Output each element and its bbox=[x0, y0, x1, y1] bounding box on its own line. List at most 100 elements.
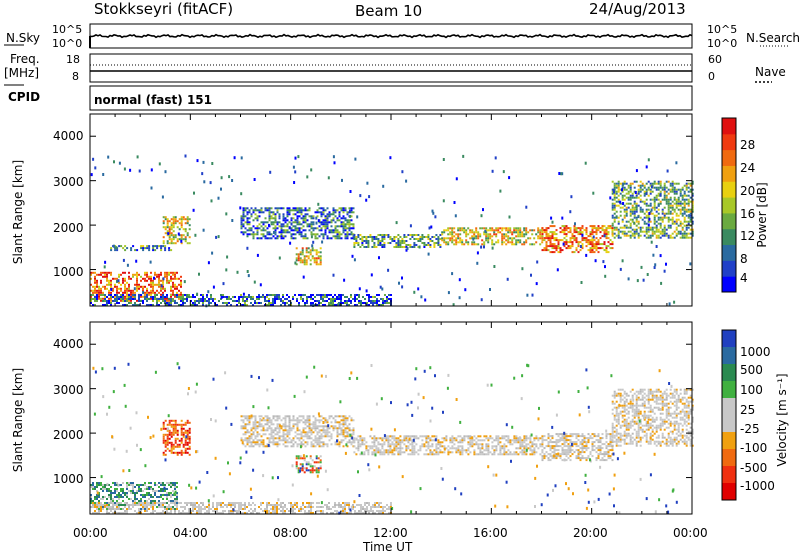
data-cell bbox=[308, 427, 311, 430]
data-cell bbox=[328, 415, 331, 418]
data-cell bbox=[296, 417, 299, 420]
data-cell bbox=[420, 295, 423, 299]
data-cell bbox=[226, 302, 228, 304]
data-cell bbox=[523, 227, 526, 230]
data-cell bbox=[379, 240, 382, 242]
data-cell bbox=[174, 419, 177, 422]
data-cell bbox=[308, 435, 311, 438]
data-cell bbox=[136, 283, 138, 286]
data-cell bbox=[166, 222, 169, 225]
data-cell bbox=[387, 449, 390, 452]
data-cell bbox=[170, 287, 172, 290]
data-cell bbox=[607, 231, 610, 234]
data-cell bbox=[320, 441, 323, 444]
data-cell bbox=[297, 259, 300, 262]
data-cell bbox=[523, 453, 526, 456]
data-cell bbox=[292, 425, 295, 428]
data-cell bbox=[176, 496, 178, 498]
data-cell bbox=[176, 296, 178, 298]
data-cell bbox=[475, 437, 478, 440]
data-cell bbox=[264, 207, 267, 210]
data-cell bbox=[391, 441, 394, 444]
data-cell bbox=[290, 445, 293, 448]
data-cell bbox=[591, 241, 594, 244]
data-cell bbox=[172, 236, 175, 239]
data-cell bbox=[114, 488, 116, 490]
data-cell bbox=[225, 268, 228, 272]
data-cell bbox=[166, 494, 168, 496]
data-cell bbox=[346, 213, 349, 216]
data-cell bbox=[673, 210, 676, 213]
data-cell bbox=[150, 279, 152, 282]
data-cell bbox=[629, 224, 632, 227]
data-cell bbox=[162, 283, 164, 286]
data-cell bbox=[469, 451, 472, 454]
data-cell bbox=[597, 243, 600, 246]
data-cell bbox=[254, 300, 256, 302]
data-cell bbox=[326, 433, 329, 436]
data-cell bbox=[150, 488, 152, 490]
data-cell bbox=[250, 445, 253, 448]
data-cell bbox=[369, 447, 372, 450]
data-cell bbox=[256, 229, 259, 232]
data-cell bbox=[228, 298, 230, 300]
data-cell bbox=[346, 223, 349, 226]
data-cell bbox=[661, 230, 664, 233]
data-cell bbox=[344, 237, 347, 240]
data-cell bbox=[124, 271, 126, 274]
data-cell bbox=[286, 441, 289, 444]
data-cell bbox=[302, 225, 305, 228]
data-cell bbox=[338, 423, 341, 426]
data-cell bbox=[304, 431, 307, 434]
data-cell bbox=[413, 246, 416, 248]
data-cell bbox=[675, 204, 678, 207]
data-cell bbox=[324, 294, 326, 296]
data-cell bbox=[180, 220, 183, 223]
data-cell bbox=[597, 239, 600, 242]
data-cell bbox=[502, 170, 505, 174]
data-cell bbox=[182, 300, 184, 302]
data-cell bbox=[324, 209, 327, 212]
data-cell bbox=[421, 439, 424, 442]
data-cell bbox=[278, 415, 281, 418]
data-cell bbox=[304, 221, 307, 224]
data-cell bbox=[642, 278, 645, 282]
data-cell bbox=[551, 231, 554, 234]
data-cell bbox=[603, 241, 606, 244]
data-cell bbox=[136, 273, 138, 276]
data-cell bbox=[172, 273, 174, 276]
data-cell bbox=[188, 429, 191, 432]
data-cell bbox=[523, 233, 526, 236]
data-cell bbox=[240, 427, 243, 430]
data-cell bbox=[162, 494, 164, 496]
data-cell bbox=[108, 300, 110, 302]
data-cell bbox=[317, 263, 320, 266]
data-cell bbox=[180, 296, 182, 298]
data-cell bbox=[348, 207, 351, 210]
data-cell bbox=[517, 227, 520, 230]
data-cell bbox=[170, 277, 172, 280]
data-cell bbox=[481, 443, 484, 446]
data-cell bbox=[248, 221, 251, 224]
data-cell bbox=[505, 239, 508, 242]
data-cell bbox=[96, 281, 98, 284]
data-cell bbox=[621, 188, 623, 192]
data-cell bbox=[577, 241, 580, 244]
data-cell bbox=[262, 294, 264, 296]
data-cell bbox=[647, 236, 650, 239]
data-cell bbox=[449, 437, 452, 440]
data-cell bbox=[669, 236, 672, 239]
data-cell bbox=[146, 275, 148, 278]
data-cell bbox=[164, 445, 167, 448]
data-cell bbox=[196, 292, 199, 296]
data-cell bbox=[497, 239, 500, 242]
data-cell bbox=[376, 300, 378, 302]
data-cell bbox=[691, 200, 694, 203]
data-cell bbox=[162, 220, 165, 223]
data-cell bbox=[521, 453, 524, 456]
data-cell bbox=[591, 233, 594, 236]
data-cell bbox=[316, 209, 319, 212]
data-cell bbox=[252, 415, 255, 418]
data-cell bbox=[244, 439, 247, 442]
data-cell bbox=[268, 417, 271, 420]
